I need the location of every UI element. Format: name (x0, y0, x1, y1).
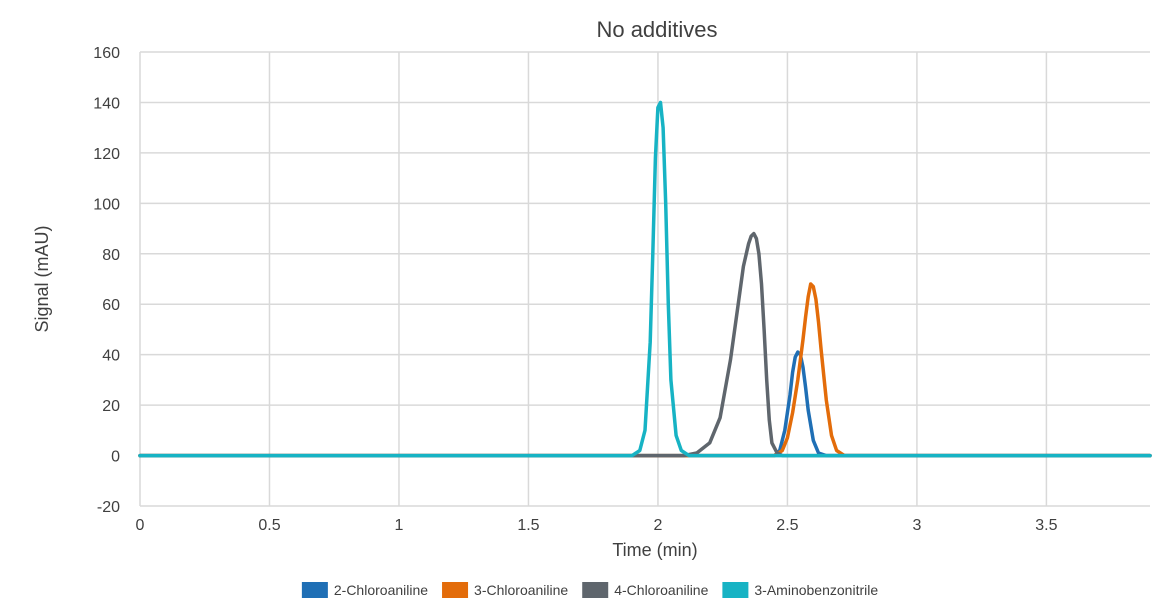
legend-swatch (301, 582, 328, 598)
x-tick-label: 1.5 (517, 517, 539, 534)
series-line-0 (138, 350, 1152, 458)
legend-label: 3-Aminobenzonitrile (754, 582, 878, 598)
y-tick-label: 100 (93, 196, 120, 213)
x-tick-label: 2.5 (776, 517, 798, 534)
x-tick-label: 0 (136, 517, 145, 534)
y-tick-label: 60 (102, 297, 120, 314)
x-tick-label: 3.5 (1035, 517, 1057, 534)
chart-title: No additives (596, 17, 717, 42)
x-tick-label: 2 (653, 517, 662, 534)
y-axis-ticks: -20 0 20 40 60 80 100 120 140 160 (93, 45, 120, 516)
legend: 2-Chloroaniline 3-Chloroaniline 4-Chloroan… (301, 582, 878, 598)
y-tick-label: 0 (111, 449, 120, 466)
y-tick-label: 160 (93, 45, 120, 62)
series-lines (138, 100, 1152, 458)
x-axis-label: Time (min) (612, 540, 697, 560)
x-tick-label: 3 (912, 517, 921, 534)
legend-swatch (722, 582, 749, 598)
x-tick-label: 1 (395, 517, 404, 534)
y-tick-label: 140 (93, 95, 120, 112)
series-line-1 (138, 282, 1152, 458)
legend-swatch (442, 582, 469, 598)
y-tick-label: 20 (102, 398, 120, 415)
legend-label: 3-Chloroaniline (474, 582, 568, 598)
y-tick-label: 120 (93, 146, 120, 163)
series-line-2 (138, 231, 1152, 458)
x-tick-label: 0.5 (258, 517, 280, 534)
y-tick-label: -20 (97, 499, 120, 516)
legend-swatch (582, 582, 609, 598)
legend-label: 4-Chloroaniline (614, 582, 708, 598)
grid (139, 51, 1150, 507)
series-line-3 (138, 100, 1152, 458)
y-axis-label: Signal (mAU) (32, 225, 52, 332)
y-tick-label: 40 (102, 348, 120, 365)
x-axis-ticks: 0 0.5 1 1.5 2 2.5 3 3.5 (136, 517, 1058, 534)
legend-label: 2-Chloroaniline (334, 582, 428, 598)
y-tick-label: 80 (102, 247, 120, 264)
